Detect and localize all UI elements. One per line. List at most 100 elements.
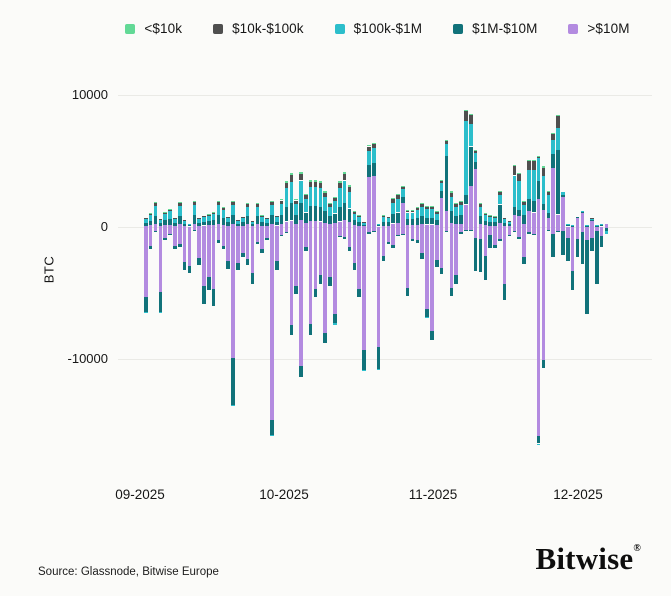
bar-segment [304,247,308,251]
bar-segment [536,156,541,159]
bar-segment [575,227,580,239]
bar-segment [551,133,555,135]
bar-segment [488,234,492,249]
bar-segment [488,215,492,217]
bar-segment [265,219,269,223]
bar-segment [357,225,361,227]
bar-segment [561,227,565,231]
bar-segment [168,208,172,210]
bar-segment [435,227,439,260]
bar-segment [556,114,560,117]
bar-segment [386,218,391,223]
bar-segment [231,357,235,405]
bar-segment [444,143,449,156]
bar-segment [216,215,221,224]
bar-segment [565,226,570,228]
bar-segment [313,179,318,182]
bar-segment [308,227,313,325]
bar-segment [532,212,536,227]
bar-segment [430,227,434,332]
bar-segment [342,202,347,221]
bar-segment [575,238,580,258]
bar-segment [551,133,555,140]
bar-segment [323,197,328,212]
bar-segment [468,114,473,124]
bar-segment [338,227,342,236]
bar-segment [182,220,187,224]
bar-segment [158,218,163,220]
bar-segment [279,214,284,224]
bar-segment [231,201,235,205]
legend-item-3[interactable]: $1M-$10M [453,21,537,36]
bar-segment [546,217,551,227]
bar-segment [231,215,235,224]
bar-segment [187,227,192,266]
bar-segment [270,223,274,227]
bar-segment [284,221,289,227]
bar-segment [323,332,328,344]
bar-segment [284,231,289,233]
legend-item-0[interactable]: <$10k [125,21,182,36]
bar-segment [522,200,526,202]
bar-segment [401,227,405,234]
bar-segment [245,203,250,205]
bar-segment [236,220,240,224]
legend-label: $10k-$100k [232,21,304,36]
bar-segment [328,203,332,205]
bar-segment [177,201,182,203]
bar-segment [197,225,201,227]
bar-segment [478,203,483,205]
bar-segment [546,192,551,195]
bar-segment [425,224,429,227]
bar-segment [420,253,425,259]
bar-segment [279,200,284,204]
bar-segment [260,225,264,227]
legend-item-4[interactable]: >$10M [568,21,629,36]
bar-segment [182,219,187,221]
bar-segment [177,243,182,247]
bar-segment [328,216,332,225]
bar-segment [289,203,294,221]
bar-segment [270,227,274,420]
bar-segment [371,227,376,232]
bar-segment [338,235,342,238]
bar-segment [439,198,444,227]
bar-segment [211,214,216,221]
bar-segment [405,224,410,227]
bar-segment [216,227,221,241]
bar-segment [396,194,400,196]
bar-segment [459,215,463,224]
bar-segment [595,231,599,284]
bar-segment [168,209,172,212]
bar-segment [512,166,517,176]
bar-segment [182,226,187,227]
bar-segment [168,224,172,227]
bar-segment [507,221,512,225]
bar-segment [260,221,264,226]
bar-segment [338,180,342,183]
bar-segment [279,227,284,235]
bar-segment [182,223,187,227]
bar-segment [498,223,502,227]
bar-segment [381,214,386,216]
bar-segment [173,218,177,220]
legend-item-2[interactable]: $100k-$1M [334,21,422,36]
bar-segment [517,227,522,237]
bar-segment [260,227,264,250]
bar-segment [192,230,197,232]
bar-segment [289,175,294,182]
bar-segment [590,227,594,238]
bar-segment [580,227,585,233]
bar-segment [313,181,318,188]
bar-segment [580,211,585,213]
bar-segment [444,231,449,233]
bar-segment [556,231,560,233]
bar-segment [522,223,526,227]
legend-item-1[interactable]: $10k-$100k [213,21,304,36]
bar-segment [304,212,308,224]
registered-mark: ® [633,543,641,554]
bar-segment [376,347,381,369]
bar-segment [270,200,274,202]
bar-segment [391,244,395,249]
bar-segment [473,151,478,154]
